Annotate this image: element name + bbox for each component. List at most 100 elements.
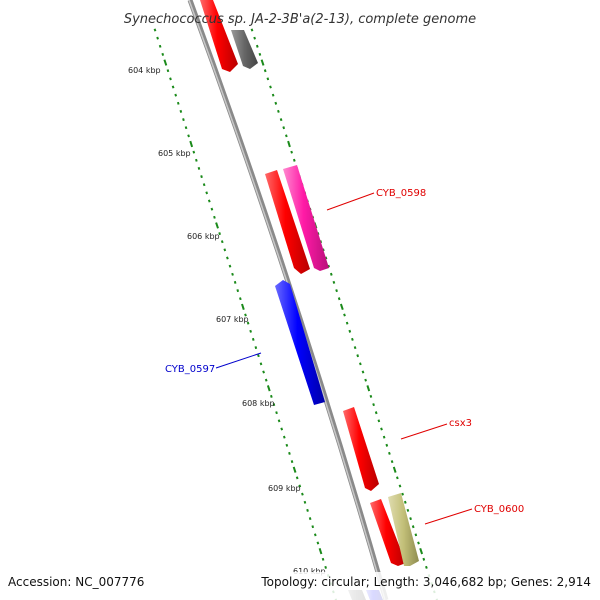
cds-feature[interactable]	[265, 170, 310, 274]
minor-tick	[401, 492, 404, 496]
minor-tick	[161, 52, 165, 56]
minor-tick	[414, 533, 418, 537]
minor-tick	[258, 52, 262, 56]
minor-tick	[195, 158, 198, 162]
minor-tick	[311, 525, 315, 529]
minor-tick	[272, 403, 276, 407]
minor-tick	[409, 517, 412, 521]
cds-feature[interactable]	[200, 0, 238, 72]
cds-feature-cyb0598[interactable]	[283, 165, 329, 271]
minor-tick	[417, 541, 420, 545]
minor-tick	[274, 101, 278, 105]
leader-line-cyb0597	[215, 352, 262, 369]
cds-feature-cyb0600[interactable]	[388, 493, 419, 566]
minor-tick	[179, 109, 183, 113]
gene-label-cyb0600[interactable]: CYB_0600	[474, 504, 524, 515]
forward-strand-features	[200, 0, 419, 600]
minor-tick	[411, 525, 415, 529]
minor-tick	[406, 508, 410, 512]
kbp-label: 606 kbp	[187, 232, 220, 241]
minor-tick	[213, 215, 216, 219]
minor-tick	[277, 419, 281, 423]
minor-tick	[285, 134, 288, 138]
minor-tick	[288, 451, 291, 455]
minor-tick	[316, 541, 320, 545]
major-tick	[241, 303, 245, 311]
minor-tick	[298, 484, 302, 488]
cds-feature-csx3[interactable]	[343, 407, 379, 491]
minor-tick	[158, 44, 162, 48]
minor-tick	[361, 370, 365, 374]
gene-label-cyb0597[interactable]: CYB_0597	[165, 364, 215, 375]
minor-tick	[275, 411, 278, 415]
minor-tick	[244, 313, 247, 317]
minor-tick	[390, 460, 394, 464]
kbp-label: 608 kbp	[242, 399, 275, 408]
minor-tick	[174, 93, 178, 97]
minor-tick	[303, 500, 307, 504]
cds-feature[interactable]	[231, 30, 258, 69]
major-tick	[163, 59, 168, 66]
kbp-label: 609 kbp	[268, 484, 301, 493]
minor-tick	[308, 517, 312, 521]
minor-tick	[253, 36, 256, 40]
cds-feature-cyb0597[interactable]	[275, 280, 325, 405]
minor-tick	[282, 435, 286, 439]
minor-tick	[290, 460, 294, 464]
minor-tick	[385, 443, 389, 447]
minor-tick	[327, 264, 330, 268]
gene-label-csx3[interactable]: csx3	[449, 418, 472, 429]
minor-tick	[332, 280, 336, 284]
minor-tick	[233, 280, 237, 284]
minor-tick	[254, 346, 258, 350]
leader-line-cyb0598	[326, 192, 375, 211]
minor-tick	[228, 264, 232, 268]
minor-tick	[259, 362, 263, 366]
major-tick	[266, 385, 271, 392]
minor-tick	[403, 500, 407, 504]
minor-tick	[255, 44, 259, 48]
minor-tick	[231, 272, 234, 276]
minor-tick	[295, 476, 299, 480]
major-tick	[292, 466, 297, 473]
major-tick	[392, 466, 397, 473]
minor-tick	[377, 419, 381, 423]
gene-label-cyb0598[interactable]: CYB_0598	[376, 188, 426, 199]
minor-tick	[374, 411, 378, 415]
minor-tick	[321, 557, 325, 561]
minor-tick	[236, 289, 240, 293]
minor-tick	[422, 557, 426, 561]
leader-line-cyb0600	[424, 508, 473, 525]
minor-tick	[210, 207, 214, 211]
topology-label: Topology: circular; Length: 3,046,682 bp…	[260, 575, 591, 589]
minor-tick	[200, 175, 203, 179]
minor-tick	[266, 77, 270, 81]
major-tick	[366, 385, 371, 392]
leader-line-csx3	[400, 423, 448, 440]
minor-tick	[218, 232, 221, 236]
major-tick	[215, 222, 219, 229]
major-tick	[339, 303, 344, 311]
minor-tick	[348, 329, 352, 333]
minor-tick	[313, 533, 317, 537]
minor-tick	[169, 77, 172, 81]
map-title: Synechococcus sp. JA-2-3B'a(2-13), compl…	[124, 12, 476, 27]
minor-tick	[351, 337, 354, 341]
minor-tick	[223, 248, 227, 252]
minor-tick	[372, 403, 375, 407]
minor-tick	[425, 565, 428, 569]
minor-tick	[343, 313, 346, 317]
minor-tick	[280, 427, 284, 431]
minor-tick	[249, 329, 252, 333]
accession-label: Accession: NC_007776	[8, 575, 144, 589]
minor-tick	[324, 565, 327, 569]
minor-tick	[290, 150, 293, 154]
minor-tick	[246, 321, 250, 325]
minor-tick	[369, 394, 373, 398]
major-tick	[318, 547, 323, 555]
minor-tick	[398, 484, 402, 488]
cds-feature[interactable]	[370, 499, 406, 566]
minor-tick	[306, 508, 309, 512]
minor-tick	[262, 370, 265, 374]
